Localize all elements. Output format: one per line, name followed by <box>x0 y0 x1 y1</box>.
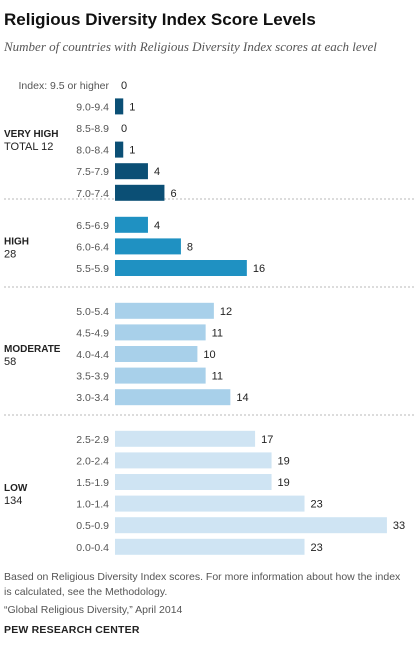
value-label: 14 <box>236 392 248 404</box>
value-label: 4 <box>154 166 160 178</box>
value-label: 19 <box>278 455 290 467</box>
category-label: 8.0-8.4 <box>76 145 109 157</box>
bar-high <box>115 216 148 233</box>
category-label: 3.5-3.9 <box>76 371 109 383</box>
bar-low <box>115 495 305 512</box>
category-label: 0.5-0.9 <box>76 520 109 532</box>
category-label: Index: 9.5 or higher <box>19 80 110 92</box>
value-label: 23 <box>311 499 323 511</box>
chart-note: Based on Religious Diversity Index score… <box>4 571 401 598</box>
value-label: 11 <box>212 327 223 339</box>
brand-label: PEW RESEARCH CENTER <box>4 624 140 636</box>
category-label: 4.5-4.9 <box>76 327 109 339</box>
value-label: 11 <box>212 371 223 383</box>
bar-very-high <box>115 98 124 115</box>
value-label: 33 <box>393 520 405 532</box>
group-label-moderate: MODERATE <box>4 344 61 355</box>
value-label: 0 <box>121 123 127 135</box>
bar-low <box>115 430 256 447</box>
category-label: 2.5-2.9 <box>76 434 109 446</box>
category-label: 5.5-5.9 <box>76 263 109 275</box>
value-label: 1 <box>129 101 135 113</box>
category-label: 9.0-9.4 <box>76 101 109 113</box>
value-label: 23 <box>311 542 323 554</box>
value-label: 4 <box>154 220 160 232</box>
category-label: 0.0-0.4 <box>76 542 109 554</box>
value-label: 0 <box>121 80 127 92</box>
chart-subtitle: Number of countries with Religious Diver… <box>4 39 377 54</box>
category-label: 1.5-1.9 <box>76 477 109 489</box>
bar-moderate <box>115 302 214 319</box>
bar-low <box>115 474 272 490</box>
bar-moderate <box>115 367 206 384</box>
bar-moderate <box>115 324 206 341</box>
category-label: 7.5-7.9 <box>76 166 109 178</box>
bar-very-high <box>115 163 148 180</box>
value-label: 16 <box>253 263 265 275</box>
category-label: 6.0-6.4 <box>76 241 109 253</box>
chart-source: “Global Religious Diversity,” April 2014 <box>4 604 183 616</box>
group-total-low: 134 <box>4 495 22 507</box>
category-label: 5.0-5.4 <box>76 306 109 318</box>
value-label: 10 <box>203 349 215 361</box>
group-label-high: HIGH <box>4 236 29 247</box>
value-label: 19 <box>278 477 290 489</box>
value-label: 12 <box>220 306 232 318</box>
group-total-moderate: 58 <box>4 356 16 368</box>
group-total-high: 28 <box>4 248 16 260</box>
chart-title: Religious Diversity Index Score Levels <box>4 10 316 29</box>
bar-very-high <box>115 184 165 201</box>
bar-low <box>115 517 387 534</box>
bar-very-high <box>115 141 124 158</box>
category-label: 1.0-1.4 <box>76 499 109 511</box>
group-total-very-high: TOTAL 12 <box>4 141 53 153</box>
group-label-very-high: VERY HIGH <box>4 129 58 140</box>
category-label: 6.5-6.9 <box>76 220 109 232</box>
group-label-low: LOW <box>4 483 28 494</box>
bar-low <box>115 452 272 469</box>
bar-high <box>115 238 181 255</box>
bar-low <box>115 538 305 555</box>
category-label: 4.0-4.4 <box>76 349 109 361</box>
category-label: 7.0-7.4 <box>76 188 109 200</box>
value-label: 17 <box>261 434 273 446</box>
value-label: 8 <box>187 241 193 253</box>
bar-high <box>115 260 247 276</box>
bar-moderate <box>115 346 198 362</box>
category-label: 2.0-2.4 <box>76 455 109 467</box>
value-label: 6 <box>170 188 176 200</box>
category-label: 3.0-3.4 <box>76 392 109 404</box>
category-label: 8.5-8.9 <box>76 123 109 135</box>
bar-moderate <box>115 389 231 406</box>
value-label: 1 <box>129 145 135 157</box>
